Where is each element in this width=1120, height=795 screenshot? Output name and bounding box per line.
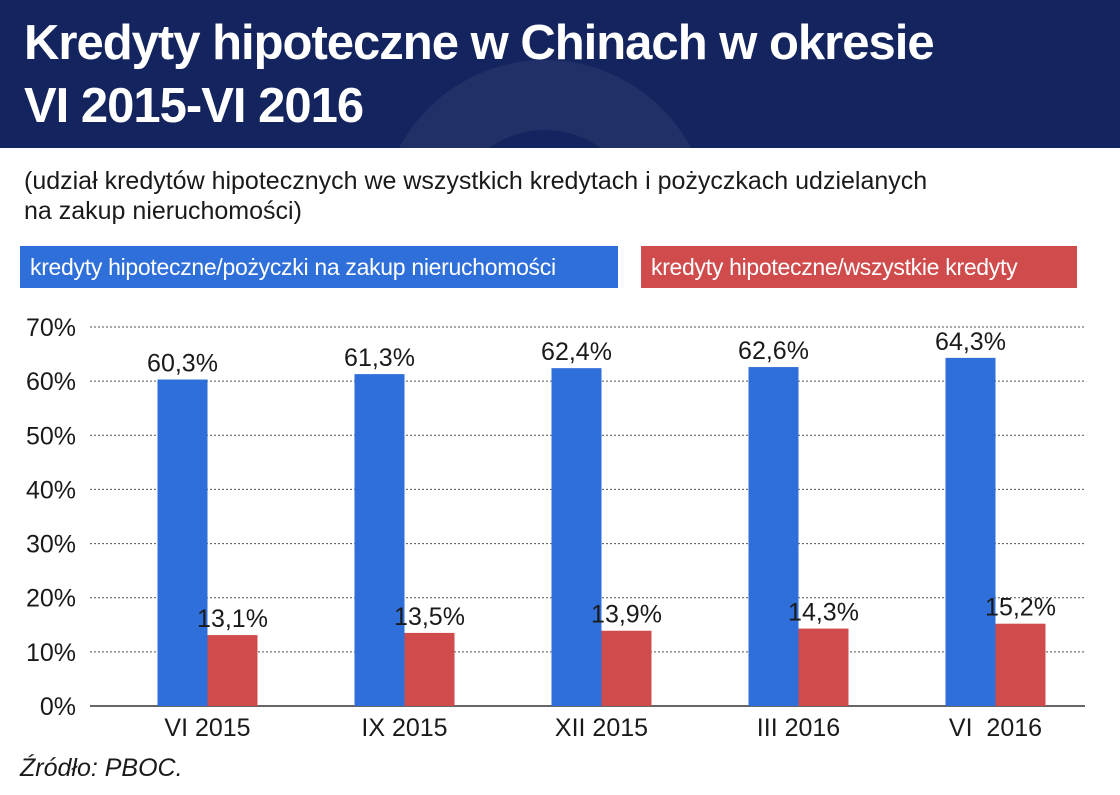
y-tick-label: 70% [26,314,76,342]
data-label: 64,3% [935,328,1006,356]
chart-subtitle: (udział kredytów hipotecznych we wszystk… [24,166,1084,226]
data-label: 15,2% [985,594,1056,622]
legend-item-red: kredyty hipoteczne/wszystkie kredyty [641,246,1077,288]
y-tick-label: 60% [26,368,76,396]
y-tick-label: 20% [26,585,76,613]
bar-blue [157,379,208,706]
chart-title-line1: Kredyty hipoteczne w Chinach w okresie [24,16,935,70]
data-label: 13,1% [197,605,268,633]
data-label: 61,3% [344,344,415,372]
x-tick-label: VI 2016 [949,714,1042,742]
chart-title: Kredyty hipoteczne w Chinach w okresie V… [24,12,1084,138]
y-tick-label: 30% [26,531,76,559]
bar-blue [354,374,405,706]
subtitle-line1: (udział kredytów hipotecznych we wszystk… [24,167,928,195]
bar-red [798,628,849,706]
header-banner: Kredyty hipoteczne w Chinach w okresie V… [0,0,1120,148]
bar-red [995,623,1046,706]
y-tick-label: 50% [26,422,76,450]
bar-blue [551,368,602,706]
bar-red [207,635,258,706]
bar-blue [945,357,996,706]
data-label: 13,9% [591,601,662,629]
source-note: Źródło: PBOC. [20,754,183,782]
y-tick-label: 40% [26,476,76,504]
data-label: 62,6% [738,337,809,365]
legend-item-blue: kredyty hipoteczne/pożyczki na zakup nie… [20,246,618,288]
x-tick-label: IX 2015 [361,714,447,742]
bar-red [601,630,652,706]
y-tick-label: 10% [26,639,76,667]
data-label: 14,3% [788,599,859,627]
bar-blue [748,367,799,706]
data-label: 60,3% [147,350,218,378]
y-tick-label: 0% [40,693,76,721]
bar-red [404,632,455,706]
data-label: 62,4% [541,338,612,366]
chart-title-line2: VI 2015-VI 2016 [24,79,364,133]
x-tick-label: VI 2015 [164,714,250,742]
x-tick-label: XII 2015 [555,714,648,742]
subtitle-line2: na zakup nieruchomości) [24,197,302,225]
bar-chart: 0% 10% 20% 30% 40% 50% 60% 70% 60,3% 13,1% VI 2015… [26,314,1085,742]
data-label: 13,5% [394,603,465,631]
x-tick-label: III 2016 [757,714,840,742]
